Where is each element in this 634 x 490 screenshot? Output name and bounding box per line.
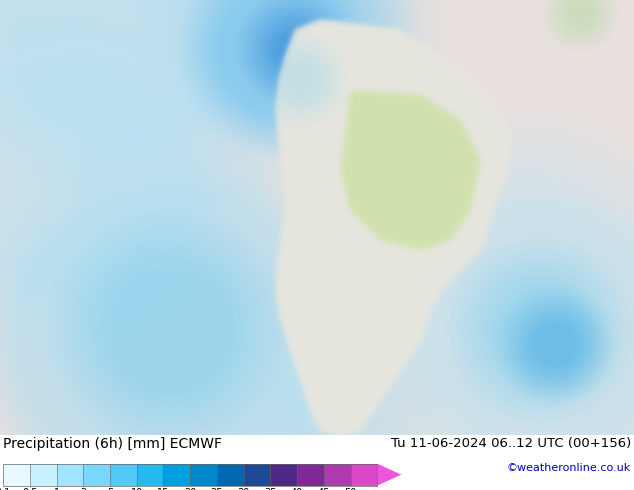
Bar: [137, 464, 164, 486]
Text: 50: 50: [344, 488, 357, 490]
Bar: [324, 464, 351, 486]
Text: 0.5: 0.5: [22, 488, 37, 490]
Text: 10: 10: [131, 488, 143, 490]
Bar: [190, 464, 217, 486]
Text: 15: 15: [157, 488, 170, 490]
Bar: [164, 464, 190, 486]
Bar: [351, 464, 377, 486]
Text: 20: 20: [184, 488, 197, 490]
Bar: [3, 464, 377, 486]
Text: Precipitation (6h) [mm] ECMWF: Precipitation (6h) [mm] ECMWF: [3, 437, 222, 451]
Bar: [297, 464, 324, 486]
Text: 45: 45: [318, 488, 330, 490]
Text: 35: 35: [264, 488, 276, 490]
Bar: [30, 464, 56, 486]
Polygon shape: [377, 464, 401, 486]
Text: 25: 25: [210, 488, 223, 490]
Text: 40: 40: [291, 488, 303, 490]
Text: 30: 30: [238, 488, 250, 490]
Bar: [270, 464, 297, 486]
Text: 2: 2: [80, 488, 86, 490]
Text: 5: 5: [107, 488, 113, 490]
Bar: [83, 464, 110, 486]
Text: ©weatheronline.co.uk: ©weatheronline.co.uk: [507, 463, 631, 472]
Bar: [110, 464, 137, 486]
Bar: [3, 464, 30, 486]
Bar: [243, 464, 270, 486]
Text: 1: 1: [53, 488, 60, 490]
Text: 0.1: 0.1: [0, 488, 11, 490]
Bar: [217, 464, 243, 486]
Text: Tu 11-06-2024 06..12 UTC (00+156): Tu 11-06-2024 06..12 UTC (00+156): [391, 437, 631, 450]
Bar: [56, 464, 83, 486]
